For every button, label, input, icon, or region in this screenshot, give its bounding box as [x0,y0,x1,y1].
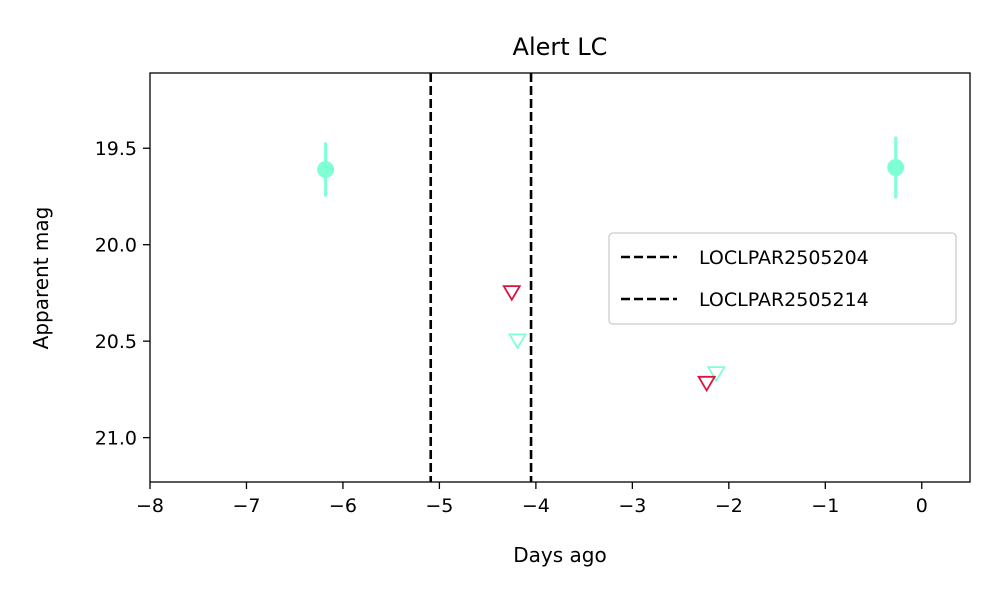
x-tick-label: −4 [522,495,550,517]
legend: LOCLPAR2505204 LOCLPAR2505214 [608,232,957,325]
y-tick-label: 19.5 [95,138,137,160]
plot-area: −8 −7 −6 −5 −4 −3 −2 −1 0 19.5 20.0 20.5 21.0 [95,72,971,517]
x-tick-label: −3 [618,495,646,517]
upper-limit-point [706,366,726,383]
x-tick-label: −2 [715,495,743,517]
upper-limit-point [502,285,522,302]
legend-box [608,232,957,325]
upper-limit-point [507,333,528,350]
x-tick-label: −7 [232,495,260,517]
x-tick-label: −8 [136,495,164,517]
x-tick-label: 0 [916,495,928,517]
detection-point [887,159,905,177]
legend-entry-label: LOCLPAR2505204 [699,247,869,269]
legend-entry-label: LOCLPAR2505214 [699,289,869,311]
y-tick-label: 21.0 [95,428,137,450]
y-axis-label: Apparent mag [29,207,53,350]
axes-frame [149,72,971,483]
x-tick-label: −6 [329,495,357,517]
x-tick-label: −5 [425,495,453,517]
chart-title: Alert LC [513,33,608,61]
upper-limit-point [697,375,717,393]
y-tick-label: 20.0 [95,235,137,257]
y-tick-label: 20.5 [95,331,137,353]
x-axis-label: Days ago [513,543,606,567]
detection-point [317,160,335,178]
x-tick-label: −1 [811,495,839,517]
